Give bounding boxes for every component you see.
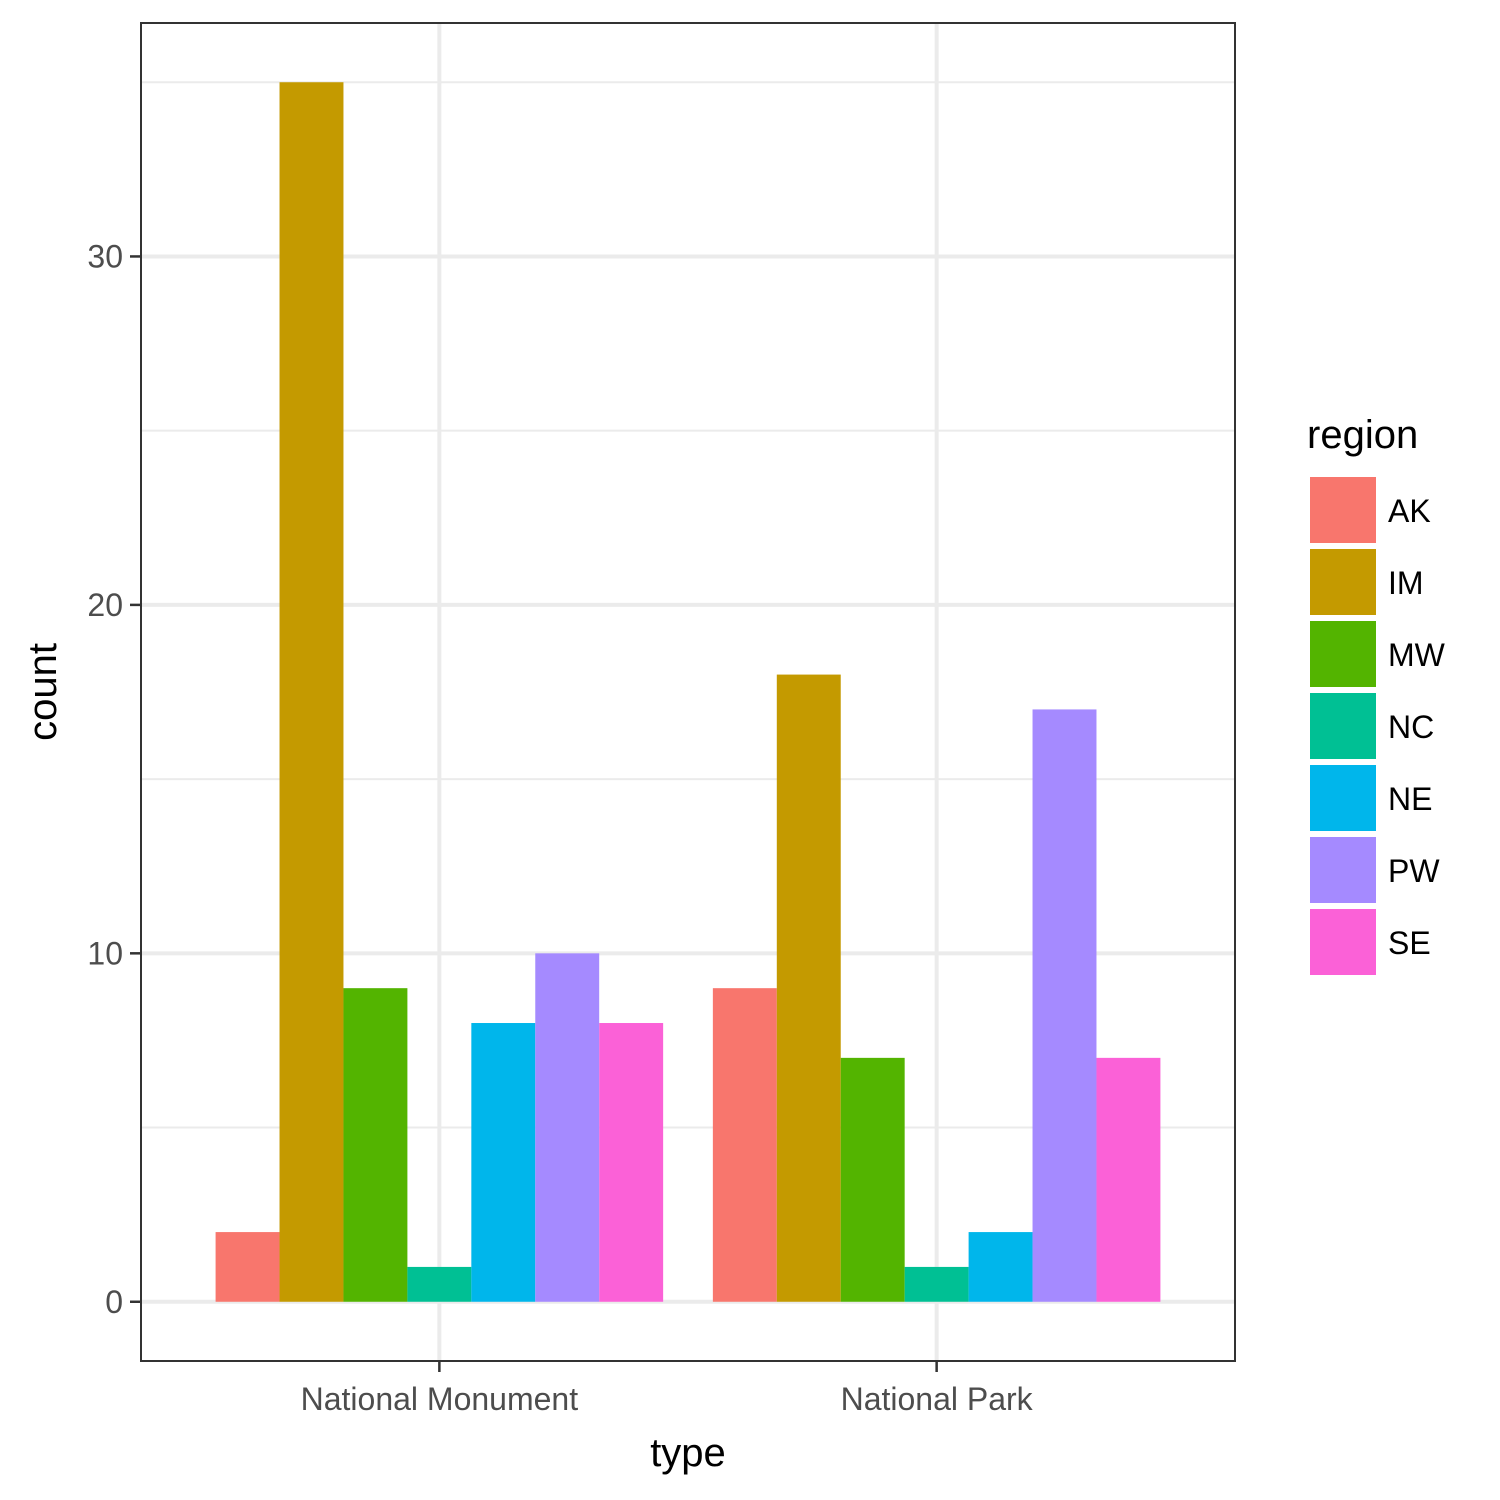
bar bbox=[471, 1023, 536, 1302]
bar bbox=[407, 1266, 472, 1302]
legend-key bbox=[1310, 765, 1376, 831]
legend-label: NC bbox=[1388, 709, 1434, 745]
bar bbox=[1032, 709, 1097, 1302]
x-axis: National Monument National Park bbox=[301, 1361, 1034, 1417]
bar bbox=[599, 1023, 664, 1302]
y-axis-title: count bbox=[21, 643, 65, 741]
legend-items: AK IM MW NC NE PW SE bbox=[1310, 477, 1446, 975]
bar bbox=[343, 988, 408, 1302]
legend-key bbox=[1310, 549, 1376, 615]
bar bbox=[904, 1266, 969, 1302]
y-tick-label: 20 bbox=[87, 587, 123, 623]
y-tick-label: 30 bbox=[87, 238, 123, 274]
legend-label: AK bbox=[1388, 493, 1431, 529]
legend-key bbox=[1310, 909, 1376, 975]
bar bbox=[1096, 1057, 1161, 1302]
legend-key bbox=[1310, 621, 1376, 687]
bar bbox=[215, 1232, 280, 1302]
bar bbox=[535, 953, 600, 1302]
y-axis: 0 10 20 30 bbox=[87, 238, 141, 1320]
legend-key bbox=[1310, 693, 1376, 759]
legend-label: MW bbox=[1388, 637, 1446, 673]
legend: region AK IM MW NC NE PW SE bbox=[1307, 413, 1446, 975]
bars bbox=[215, 82, 1161, 1302]
legend-label: NE bbox=[1388, 781, 1432, 817]
bar bbox=[840, 1057, 905, 1302]
bar bbox=[776, 674, 841, 1302]
bar bbox=[279, 82, 344, 1302]
panel-border bbox=[140, 22, 1236, 1362]
y-tick-label: 10 bbox=[87, 935, 123, 971]
legend-label: SE bbox=[1388, 925, 1431, 961]
x-tick-label: National Park bbox=[841, 1381, 1034, 1417]
x-tick-label: National Monument bbox=[301, 1381, 579, 1417]
legend-title: region bbox=[1307, 413, 1418, 457]
bar bbox=[712, 988, 777, 1302]
x-axis-title: type bbox=[650, 1431, 726, 1475]
legend-label: IM bbox=[1388, 565, 1424, 601]
bar bbox=[968, 1232, 1033, 1302]
y-tick-label: 0 bbox=[105, 1284, 123, 1320]
legend-label: PW bbox=[1388, 853, 1440, 889]
legend-key bbox=[1310, 477, 1376, 543]
legend-key bbox=[1310, 837, 1376, 903]
plot-panel bbox=[140, 22, 1236, 1362]
